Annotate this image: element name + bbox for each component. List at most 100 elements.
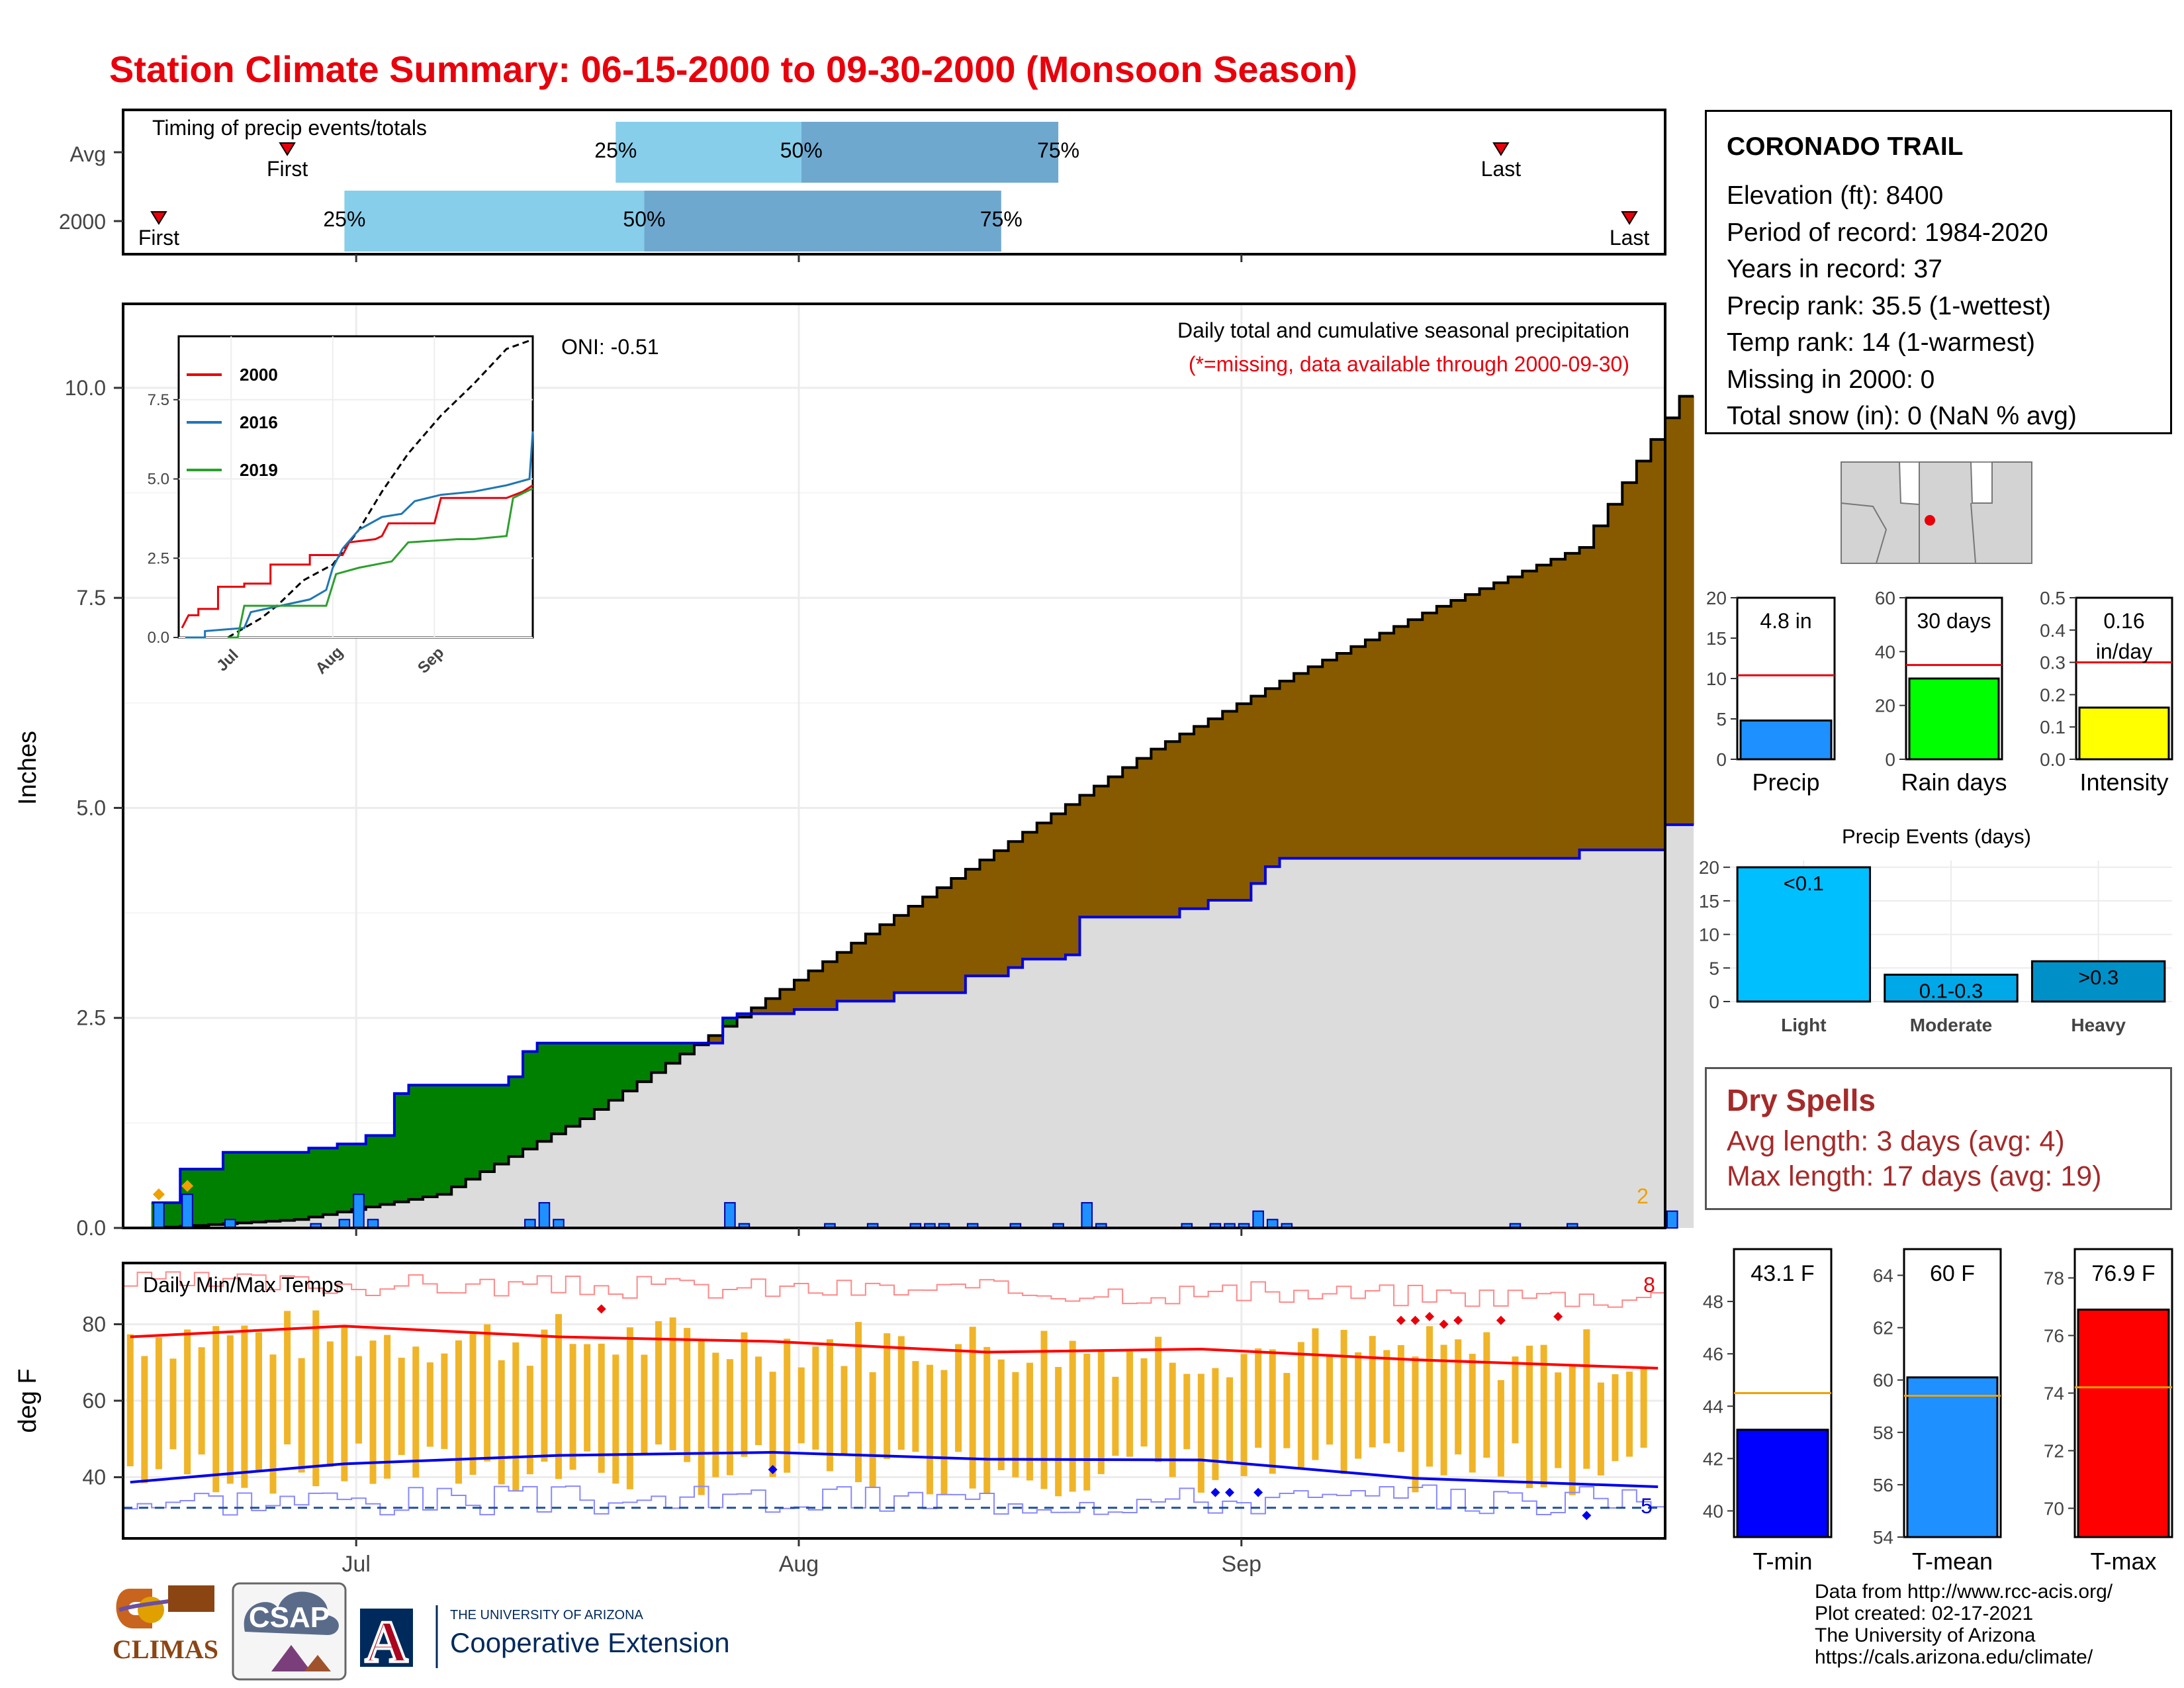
tbar-ytick-label: 56 [1873,1475,1893,1495]
csap-logo-text: CSAP [249,1601,330,1634]
precip-daily-bar [181,1194,193,1229]
precip-ytick-label: 10.0 [65,376,106,400]
temp-daily-bar [241,1325,248,1488]
tbar-ytick-label: 58 [1873,1423,1893,1443]
inset-legend-label: 2019 [240,460,278,480]
inset-2016-line [185,431,534,639]
credit-created: Plot created: 02-17-2021 [1815,1603,2034,1624]
tbar-ytick-label: 62 [1873,1318,1893,1338]
temp-daily-bar [955,1344,962,1452]
precip-ytick-label: 7.5 [77,586,106,610]
temp-daily-bar [655,1321,662,1445]
temp-xtick-label: Jul [341,1552,370,1577]
credit-source: Data from http://www.rcc-acis.org/ [1815,1581,2113,1603]
temp-daily-bar [812,1346,819,1450]
temp-daily-bar [1412,1356,1419,1493]
timing-label-75: 75% [1037,138,1079,162]
temp-record-high-marker [1439,1319,1449,1329]
timing-bar-q25-q50 [615,122,801,183]
temp-daily-bar [841,1366,848,1454]
temp-daily-bar [584,1344,591,1452]
events-bar [1884,973,2019,1003]
temp-daily-bar [1197,1374,1205,1493]
tbar-category-label: T-max [2090,1548,2156,1575]
temp-daily-bar [341,1327,348,1481]
precip-daily-bar [1252,1210,1264,1229]
credit-url: https://cals.arizona.edu/climate/ [1815,1646,2093,1668]
mini-category-label: Precip [1752,769,1819,796]
mini-value-bar [2078,706,2170,761]
events-bar-label: >0.3 [2078,966,2118,989]
temp-daily-bar [784,1338,791,1473]
tbar-ytick-label: 44 [1703,1396,1723,1417]
temp-daily-bar [1069,1340,1076,1492]
temp-daily-bar [983,1346,991,1494]
temp-ytick-label: 60 [82,1389,106,1413]
temp-avg-max-line [130,1325,1659,1370]
temp-daily-bar [684,1328,691,1462]
temp-daily-bar [1240,1354,1248,1476]
events-category-label: Heavy [2071,1015,2126,1035]
temp-avg-min-line [130,1450,1659,1488]
precip-ytick-label: 5.0 [77,796,106,820]
temp-daily-bar [1455,1339,1462,1455]
mini-ytick-label: 0 [1716,749,1727,770]
temp-daily-bar [1226,1377,1233,1464]
mini-value-label2: in/day [2096,639,2152,663]
temp-daily-bar [641,1354,648,1456]
temp-ytick-label: 80 [82,1312,106,1336]
timing-label-75: 75% [980,207,1023,231]
mini-ytick-label: 0.2 [2040,684,2066,705]
timing-row-2000-label: 2000 [59,210,106,234]
tbar-value-bar [1736,1429,1829,1538]
page-title: Station Climate Summary: 06-15-2000 to 0… [109,48,1357,90]
timing-last-marker-label: Last [1610,226,1650,250]
temp-daily-bar [1355,1352,1362,1459]
tbar-ytick-label: 74 [2044,1383,2064,1404]
mini-ytick-label: 0 [1885,749,1895,770]
mini-ytick-label: 0.5 [2040,588,2066,608]
temp-daily-bar [441,1353,448,1449]
temp-daily-bar [1397,1345,1404,1452]
temp-daily-bar [569,1344,576,1470]
station-name: CORONADO TRAIL [1727,132,1964,161]
tbar-category-label: T-min [1753,1548,1813,1575]
precip-daily-bar [724,1201,736,1229]
tbar-ytick-label: 64 [1873,1266,1893,1286]
inset-ytick-label: 5.0 [148,471,169,489]
temp-daily-bar [940,1370,948,1495]
temp-daily-bar [384,1335,391,1479]
temp-daily-bar [1512,1356,1519,1444]
temp-daily-bar [484,1324,491,1462]
precip-daily-bar [153,1201,165,1229]
dry-spells-box: Dry Spells Avg length: 3 days (avg: 4) M… [1705,1067,2172,1210]
tbar-ytick-label: 70 [2044,1499,2064,1519]
temp-daily-bar [212,1326,220,1493]
temp-daily-bar [169,1358,177,1450]
temp-record-low-marker [1582,1511,1592,1521]
temp-daily-bar [1526,1345,1533,1488]
tbar-value-bar [1906,1376,1999,1538]
timing-last-marker-label: Last [1481,157,1522,181]
timing-label-25: 25% [594,138,637,162]
temp-daily-bar [1383,1350,1390,1444]
temp-daily-bar [284,1311,291,1444]
precip-ylabel: Inches [14,731,42,805]
temp-daily-bar [498,1360,505,1485]
tbar-ytick-label: 54 [1873,1527,1893,1548]
tbar-ytick-label: 78 [2044,1268,2064,1289]
precip-panel: Inches 0.0 2.5 5.0 7.5 10.0 Daily total and … [14,303,1694,1240]
events-ytick-label: 20 [1699,857,1719,878]
temp-daily-bar [1297,1342,1304,1470]
mini-value-bar [1908,677,2000,761]
climas-logo-text: CLIMAS [113,1634,218,1664]
temp-daily-bar [469,1333,477,1475]
precip-missing-note: (*=missing, data available through 2000-… [1189,352,1629,376]
tbar-ytick-label: 60 [1873,1370,1893,1391]
temp-record-high-marker [1410,1315,1420,1325]
timing-label-25: 25% [323,207,365,231]
credits: Data from http://www.rcc-acis.org/ Plot … [1815,1581,2113,1668]
temp-daily-bar [769,1372,776,1477]
ua-logo: A THE UNIVERSITY OF ARIZONA Cooperative … [360,1605,730,1676]
temp-daily-bar [255,1332,262,1471]
